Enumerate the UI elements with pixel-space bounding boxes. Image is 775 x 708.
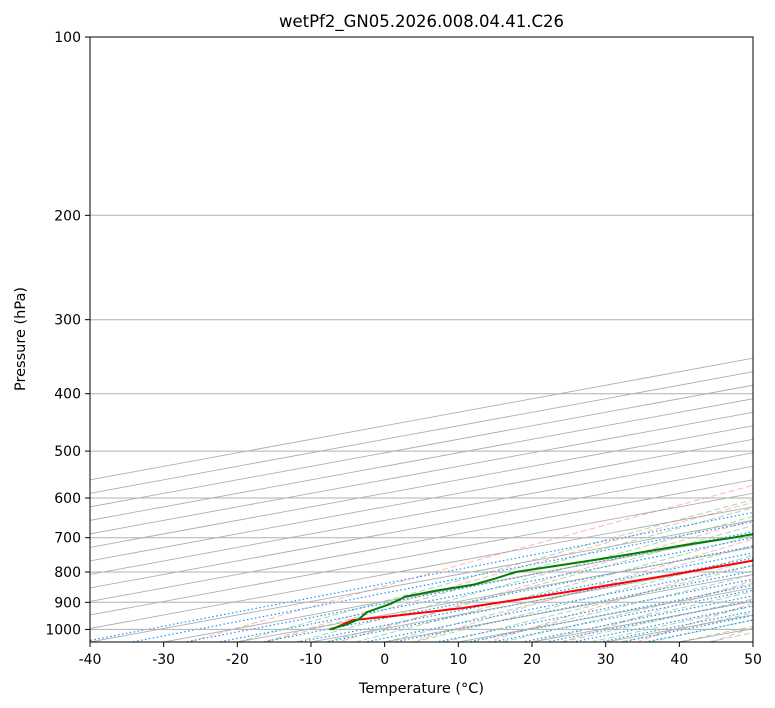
plot-frame xyxy=(89,36,754,643)
y-tick-label: 200 xyxy=(54,208,81,224)
moist-adiabat xyxy=(266,507,753,642)
y-tick-label: 500 xyxy=(54,444,81,460)
moist-adiabat xyxy=(325,525,753,642)
y-axis-ticks: 100 200 300 400 500 600 700 800 900 1000 xyxy=(45,30,90,638)
moist-adiabat xyxy=(472,574,753,642)
y-tick-label: 800 xyxy=(54,565,81,581)
y-tick-label: 400 xyxy=(54,387,81,403)
moist-adiabat xyxy=(413,555,753,642)
y-tick-label: 1000 xyxy=(45,622,81,638)
isotherm-line xyxy=(90,506,753,629)
y-tick-label: 300 xyxy=(54,313,81,329)
dewpoint-line xyxy=(329,533,753,631)
moist-adiabat xyxy=(237,499,753,642)
isotherm-line xyxy=(90,438,753,562)
x-axis-label: Temperature (°C) xyxy=(358,681,484,697)
isotherm-line xyxy=(161,533,753,642)
y-tick-label: 100 xyxy=(54,30,81,46)
x-tick-label: 0 xyxy=(380,652,389,668)
x-tick-label: -30 xyxy=(152,652,175,668)
isobar-gridlines xyxy=(90,37,753,630)
isotherm-line xyxy=(90,479,753,602)
y-axis-label: Pressure (hPa) xyxy=(13,287,29,391)
y-tick-label: 900 xyxy=(54,595,81,611)
y-tick-label: 700 xyxy=(54,531,81,547)
x-tick-label: 20 xyxy=(523,652,541,668)
moist-adiabat xyxy=(502,582,753,642)
x-tick-label: -20 xyxy=(226,652,249,668)
temperature-line xyxy=(331,559,753,631)
skewed-isotherms xyxy=(90,357,753,642)
y-tick-label: 600 xyxy=(54,491,81,507)
isotherm-line xyxy=(90,519,753,642)
sounding-series xyxy=(329,533,753,631)
x-tick-label: 10 xyxy=(449,652,467,668)
x-tick-label: 40 xyxy=(670,652,688,668)
dry-adiabat xyxy=(560,579,753,642)
x-tick-label: -40 xyxy=(79,652,102,668)
dry-adiabat xyxy=(485,558,753,642)
isotherm-line xyxy=(90,425,753,548)
plot-area: -100-90-80-70-60-50-40-30-20-10010203040… xyxy=(90,37,753,642)
x-tick-label: 50 xyxy=(744,652,762,668)
moist-adiabat xyxy=(561,598,753,642)
chart-title: wetPf2_GN05.2026.008.04.41.C26 xyxy=(279,12,564,32)
x-axis-ticks: -40 -30 -20 -10 0 10 20 30 40 50 xyxy=(79,642,762,668)
mixing-ratio-line xyxy=(90,511,753,642)
dry-adiabat xyxy=(186,484,753,642)
isotherm-line xyxy=(90,452,753,575)
x-tick-label: -10 xyxy=(300,652,323,668)
isotherm-line xyxy=(90,465,753,589)
x-tick-label: 30 xyxy=(597,652,615,668)
isotherm-line xyxy=(90,492,753,616)
